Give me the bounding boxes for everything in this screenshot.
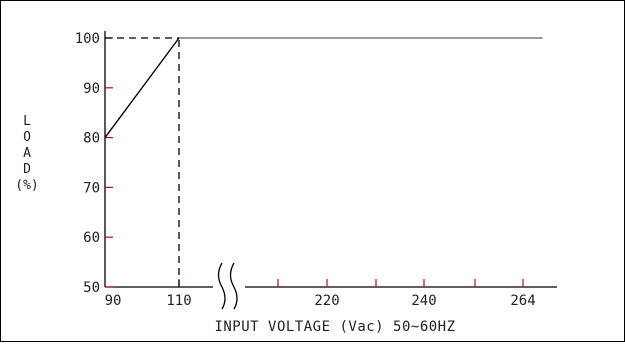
y-tick-label: 60 xyxy=(83,230,100,246)
y-axis-ticks: 50 60 70 80 90 100 xyxy=(75,31,113,296)
derating-line xyxy=(104,37,180,139)
x-tick-label: 264 xyxy=(510,293,535,309)
y-axis-title-char: O xyxy=(23,130,31,145)
y-axis-title-char: L xyxy=(23,114,31,129)
x-axis-tick-labels: 90 110 220 240 264 xyxy=(105,293,536,309)
reference-lines xyxy=(105,37,180,287)
y-tick-label: 100 xyxy=(75,31,100,47)
axis-break-mark xyxy=(217,262,238,310)
y-tick-label: 70 xyxy=(83,180,100,196)
y-tick-label: 80 xyxy=(83,131,100,147)
x-axis-title: INPUT VOLTAGE (Vac) 50~60HZ xyxy=(214,319,455,335)
x-tick-label: 110 xyxy=(166,293,191,309)
y-axis-title-char: A xyxy=(23,146,31,161)
y-axis-title: L O A D (%) xyxy=(15,114,38,193)
y-axis-title-char: D xyxy=(23,162,31,177)
x-tick-label: 220 xyxy=(314,293,339,309)
y-axis-title-char: (%) xyxy=(15,178,38,193)
x-tick-label: 90 xyxy=(105,293,122,309)
x-tick-label: 240 xyxy=(411,293,436,309)
y-tick-label: 90 xyxy=(83,81,100,97)
y-tick-label: 50 xyxy=(83,280,100,296)
series-group xyxy=(104,37,543,139)
